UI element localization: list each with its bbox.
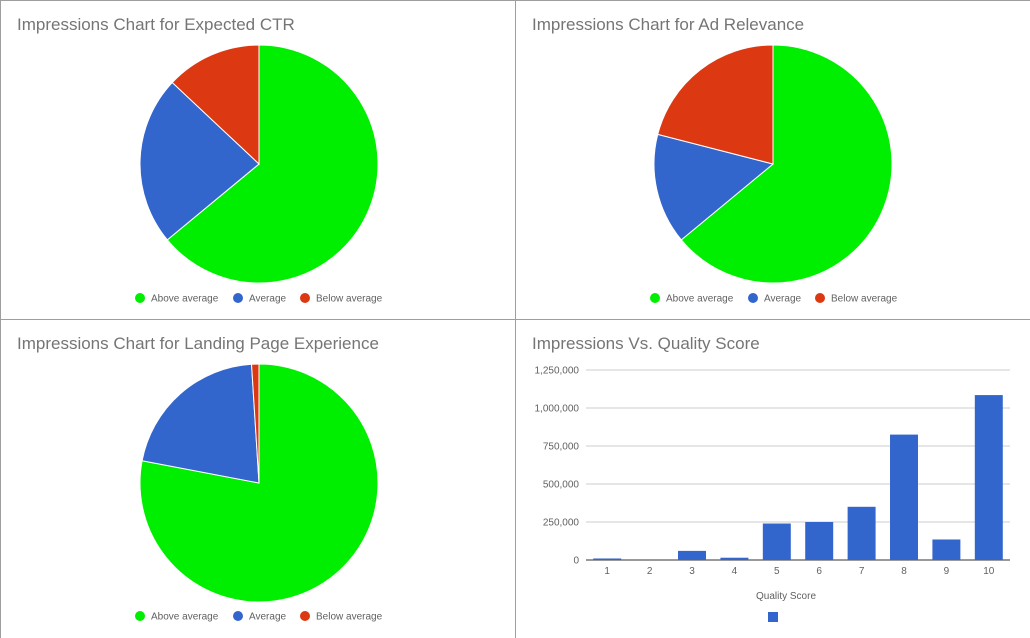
legend-marker	[815, 293, 825, 303]
chart-title: Impressions Vs. Quality Score	[532, 334, 760, 353]
chart-title: Impressions Chart for Landing Page Exper…	[17, 334, 379, 353]
legend-item-above-average[interactable]: Above average	[135, 611, 219, 623]
x-axis-title: Quality Score	[756, 591, 816, 602]
x-tick-label: 1	[604, 566, 610, 577]
chart-title: Impressions Chart for Expected CTR	[17, 15, 295, 34]
x-tick-label: 10	[983, 566, 995, 577]
pie-chart-landing-page: Above average Average Below average	[135, 363, 383, 623]
legend-item-average[interactable]: Average	[748, 293, 802, 305]
legend-label: Average	[249, 294, 287, 305]
legend-marker	[300, 611, 310, 621]
pie-panel-landing-page[interactable]: Impressions Chart for Landing Page Exper…	[1, 320, 516, 638]
bar-quality-score-1[interactable]	[593, 558, 622, 560]
legend-label: Above average	[666, 294, 734, 305]
y-tick-label: 0	[573, 556, 579, 567]
pie-chart-expected-ctr: Above average Average Below average	[135, 44, 383, 305]
bar-quality-score-8[interactable]	[890, 434, 918, 560]
chart-title: Impressions Chart for Ad Relevance	[532, 15, 805, 34]
legend-item-above-average[interactable]: Above average	[650, 293, 734, 305]
y-tick-label: 1,250,000	[535, 366, 580, 377]
y-tick-label: 1,000,000	[535, 404, 580, 415]
legend-marker	[650, 293, 660, 303]
y-tick-label: 250,000	[543, 518, 580, 529]
legend-item-above-average[interactable]: Above average	[135, 293, 219, 305]
pie-panel-expected-ctr[interactable]: Impressions Chart for Expected CTR Above…	[1, 1, 516, 320]
bar-quality-score-10[interactable]	[974, 395, 1003, 560]
legend-marker[interactable]	[768, 612, 778, 622]
legend-marker	[135, 611, 145, 621]
bar-quality-score-7[interactable]	[847, 506, 876, 560]
pie-slice-average[interactable]	[141, 363, 260, 484]
x-tick-label: 6	[816, 566, 822, 577]
pie-slice-average[interactable]	[139, 81, 260, 241]
legend-label: Average	[764, 294, 802, 305]
x-tick-label: 5	[774, 566, 780, 577]
pie-slice-below-average[interactable]	[250, 363, 260, 484]
x-tick-label: 2	[647, 566, 653, 577]
legend-marker	[748, 293, 758, 303]
pie-slice-below-average[interactable]	[657, 44, 774, 165]
x-tick-label: 7	[859, 566, 865, 577]
legend-label: Above average	[151, 294, 219, 305]
legend-item-below-average[interactable]: Below average	[300, 293, 383, 305]
legend-label: Below average	[831, 294, 898, 305]
pie-slice-above-average[interactable]	[166, 44, 379, 284]
x-tick-label: 4	[732, 566, 738, 577]
bar-quality-score-3[interactable]	[678, 550, 706, 560]
legend-marker	[135, 293, 145, 303]
bar-quality-score-5[interactable]	[762, 523, 791, 560]
bar-quality-score-4[interactable]	[720, 557, 749, 560]
pie-slice-average[interactable]	[653, 133, 775, 241]
y-tick-label: 500,000	[543, 480, 580, 491]
legend-marker	[233, 611, 243, 621]
bar-quality-score-6[interactable]	[805, 522, 834, 560]
legend-marker	[300, 293, 310, 303]
x-tick-label: 3	[689, 566, 695, 577]
legend-label: Above average	[151, 612, 219, 623]
bar-quality-score-9[interactable]	[932, 539, 961, 560]
legend-label: Average	[249, 612, 287, 623]
legend-label: Below average	[316, 294, 383, 305]
legend-item-below-average[interactable]: Below average	[815, 293, 898, 305]
pie-slice-below-average[interactable]	[171, 44, 260, 166]
pie-slice-above-average[interactable]	[680, 44, 893, 284]
bar-panel-quality-score[interactable]: Impressions Vs. Quality Score 0 250,000 50…	[516, 320, 1030, 638]
pie-chart-ad-relevance: Above average Average Below average	[650, 44, 898, 305]
legend-item-below-average[interactable]: Below average	[300, 611, 383, 623]
legend-item-average[interactable]: Average	[233, 611, 287, 623]
x-tick-label: 8	[901, 566, 907, 577]
pie-panel-ad-relevance[interactable]: Impressions Chart for Ad Relevance Above…	[516, 1, 1030, 320]
bar-chart-quality-score: 0 250,000 500,000 750,000 1,000,000 1,250,000…	[535, 366, 1010, 622]
x-tick-label: 9	[944, 566, 950, 577]
legend-label: Below average	[316, 612, 383, 623]
legend-marker	[233, 293, 243, 303]
legend-item-average[interactable]: Average	[233, 293, 287, 305]
y-tick-label: 750,000	[543, 442, 580, 453]
